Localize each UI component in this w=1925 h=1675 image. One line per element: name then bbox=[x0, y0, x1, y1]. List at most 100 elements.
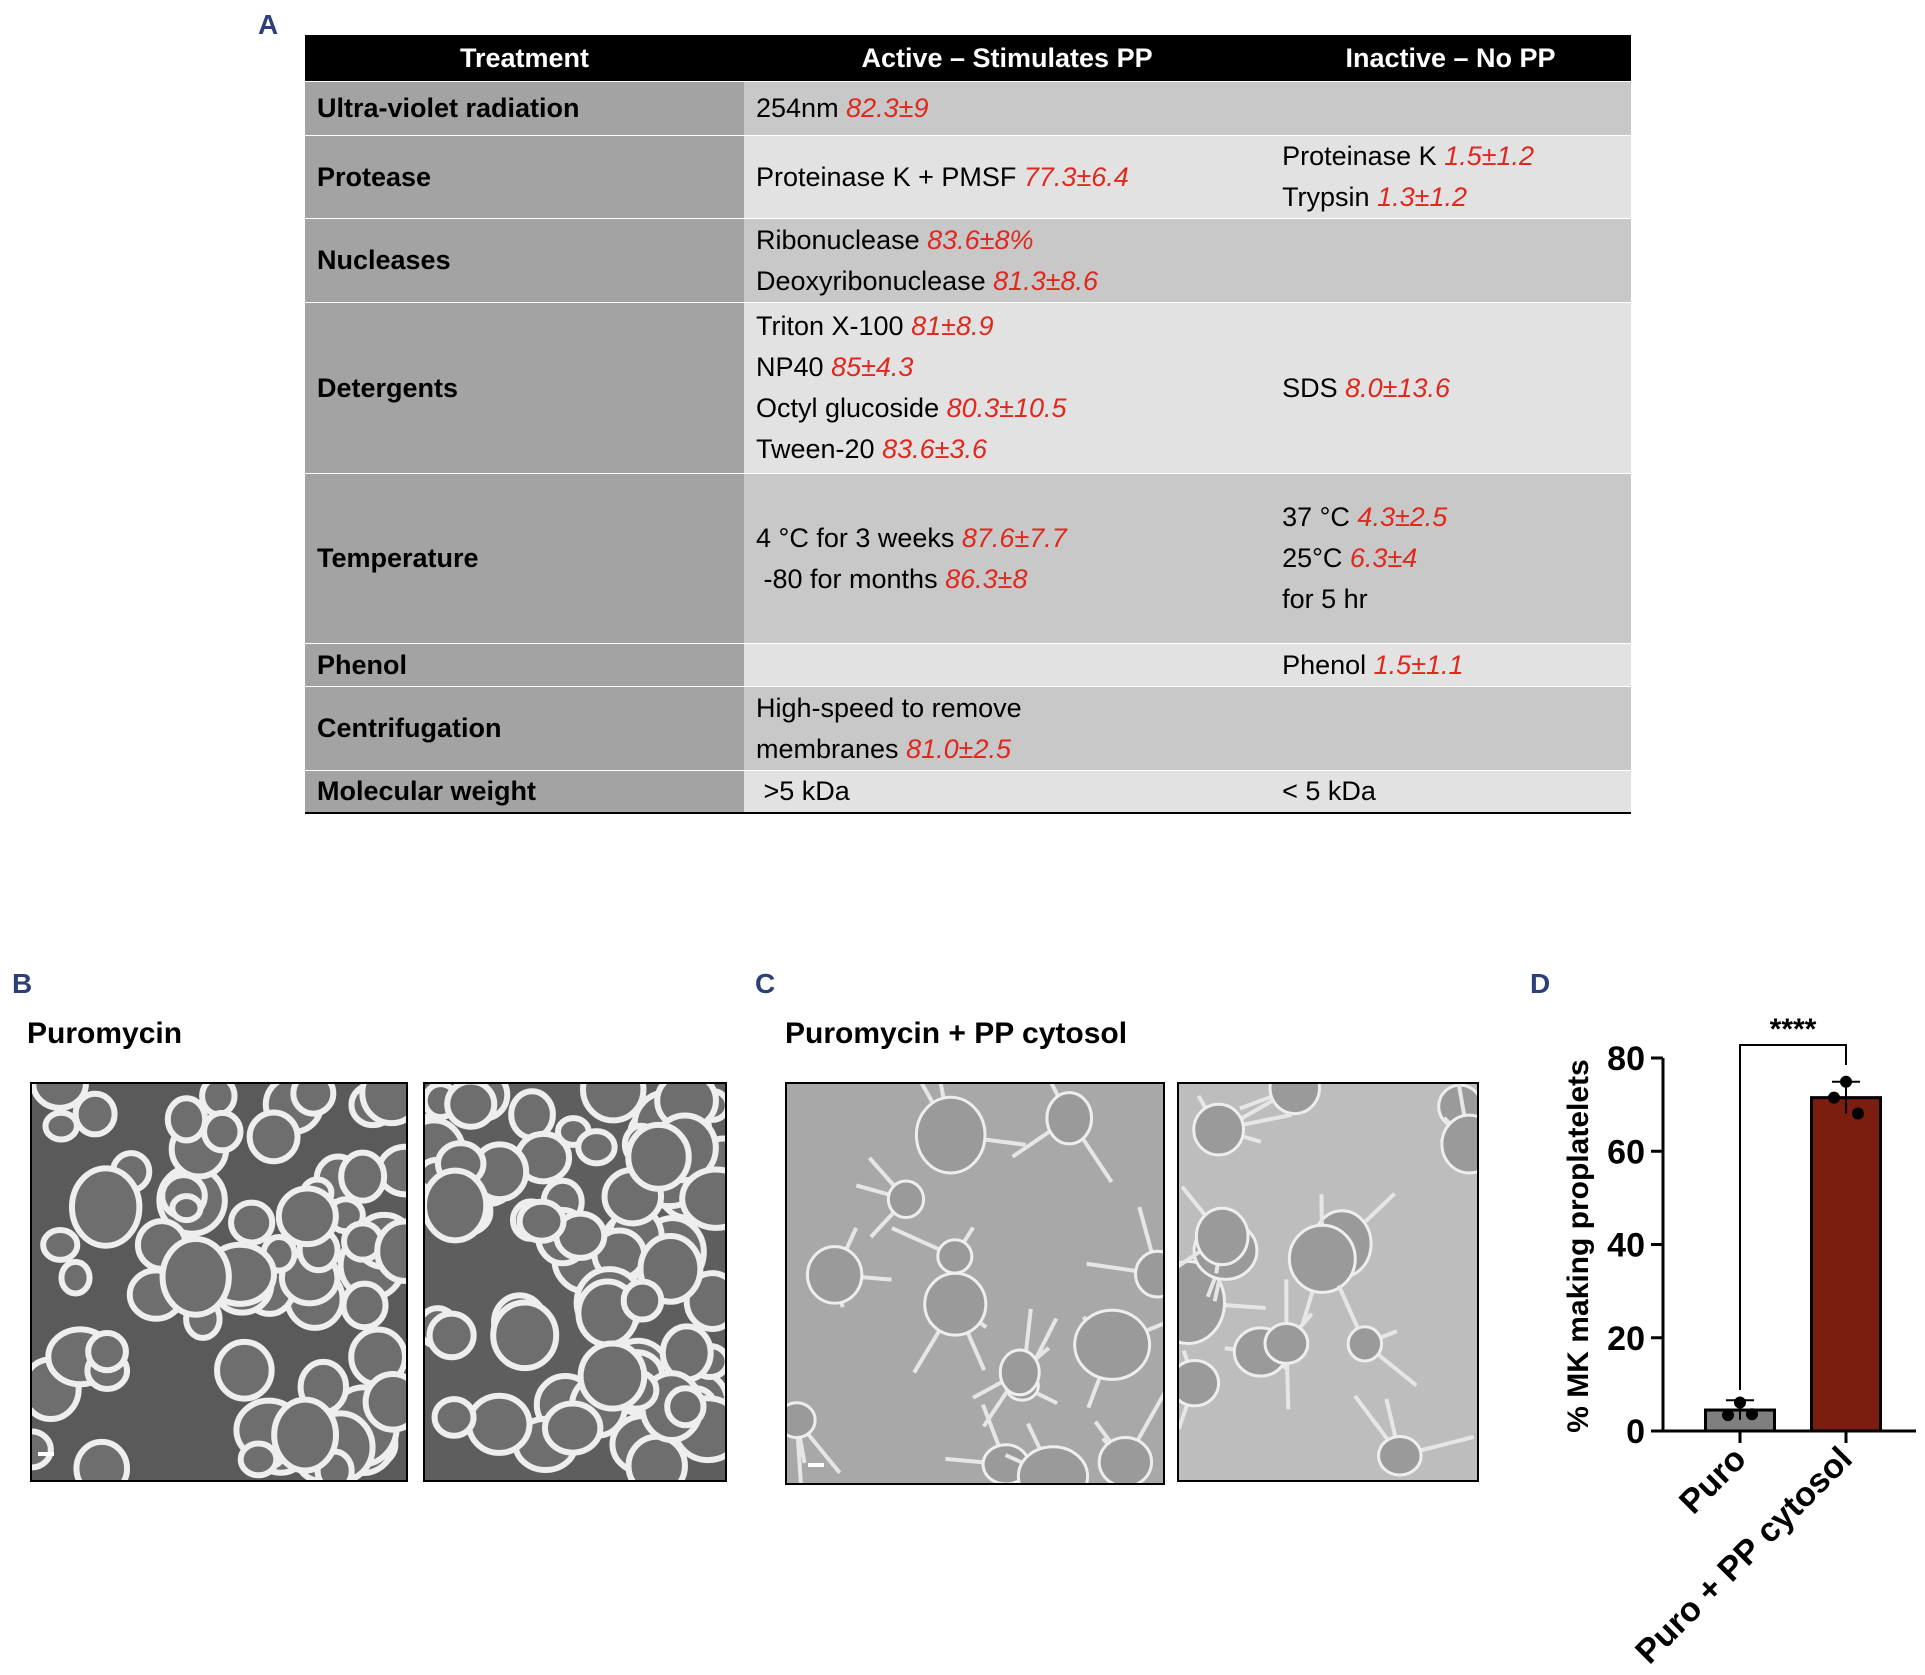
treatment-cell: Ultra-violet radiation bbox=[305, 81, 744, 136]
cell bbox=[58, 1258, 93, 1297]
treatment-cell: Protease bbox=[305, 135, 744, 219]
cell bbox=[579, 1083, 647, 1124]
cell bbox=[169, 1193, 204, 1224]
active-cell bbox=[744, 643, 1271, 687]
data-point bbox=[1852, 1107, 1864, 1120]
inactive-cell bbox=[1270, 686, 1631, 771]
result: 86.3±8 bbox=[945, 563, 1028, 594]
condition: >5 kDa bbox=[756, 776, 850, 806]
cell bbox=[338, 1149, 388, 1204]
data-point bbox=[1734, 1396, 1746, 1409]
cell-line: Triton X-100 81±8.9 bbox=[756, 306, 1270, 347]
significance-bracket bbox=[1739, 1044, 1847, 1391]
active-cell: High-speed to remove membranes 81.0±2.5 bbox=[744, 686, 1271, 771]
y-tick-label: 0 bbox=[1626, 1413, 1645, 1451]
inactive-cell: 37 °C 4.3±2.5 25°C 6.3±4 for 5 hr bbox=[1270, 473, 1631, 644]
header-cell: Active – Stimulates PP bbox=[744, 35, 1271, 82]
cell bbox=[164, 1095, 209, 1144]
condition: for 5 hr bbox=[1282, 584, 1368, 614]
micrograph bbox=[1177, 1082, 1479, 1482]
result: 4.3±2.5 bbox=[1357, 502, 1448, 532]
header-cell: Inactive – No PP bbox=[1270, 35, 1631, 82]
panel-label: D bbox=[1530, 968, 1550, 999]
inactive-cell bbox=[1270, 81, 1631, 136]
cell bbox=[936, 1238, 974, 1275]
active-cell: 254nm 82.3±9 bbox=[744, 81, 1271, 136]
result: 1.5±1.1 bbox=[1373, 649, 1464, 680]
process bbox=[1051, 1475, 1057, 1484]
cell bbox=[1045, 1091, 1094, 1146]
cell bbox=[1134, 1249, 1164, 1299]
micrograph bbox=[30, 1082, 408, 1482]
cell-line: >5 kDa bbox=[756, 771, 1270, 812]
treatment-cell: Centrifugation bbox=[305, 686, 744, 771]
cell bbox=[275, 1185, 339, 1248]
cell-line: Trypsin 1.3±1.2 bbox=[1282, 177, 1631, 218]
data-point bbox=[1828, 1091, 1840, 1104]
table-row: Molecular weight >5 kDa < 5 kDa bbox=[305, 770, 1631, 813]
y-tick-label: 60 bbox=[1607, 1133, 1645, 1171]
cells bbox=[786, 1083, 1164, 1484]
cell bbox=[1287, 1223, 1357, 1294]
cell bbox=[625, 1433, 688, 1481]
cell bbox=[85, 1329, 129, 1374]
cell-line: < 5 kDa bbox=[1282, 771, 1631, 812]
cell bbox=[73, 1438, 131, 1481]
x-tick-label: Puro bbox=[1672, 1440, 1754, 1522]
cell bbox=[577, 1340, 648, 1412]
cell bbox=[40, 1226, 81, 1263]
treatment-cell: Nucleases bbox=[305, 218, 744, 303]
active-cell: >5 kDa bbox=[744, 770, 1271, 813]
treatment-cell: Detergents bbox=[305, 302, 744, 474]
condition: < 5 kDa bbox=[1282, 776, 1376, 806]
cell bbox=[426, 1310, 477, 1361]
cell bbox=[290, 1083, 337, 1117]
treatment-cell: Molecular weight bbox=[305, 770, 744, 813]
table-row: Ultra-violet radiation 254nm 82.3±9 bbox=[305, 81, 1631, 136]
cell bbox=[68, 1165, 143, 1249]
cell-line: Deoxyribonuclease 81.3±8.6 bbox=[756, 261, 1270, 302]
cell-line: Proteinase K + PMSF 77.3±6.4 bbox=[756, 157, 1270, 198]
header-cell: Treatment bbox=[305, 35, 744, 82]
table-row: Detergents Triton X-100 81±8.9 NP40 85±4.3… bbox=[305, 302, 1631, 474]
cell bbox=[1440, 1113, 1478, 1175]
result: 87.6±7.7 bbox=[961, 522, 1067, 553]
treatment-table: Treatment Active – Stimulates PP Inactive … bbox=[305, 35, 1631, 814]
cell bbox=[42, 1109, 80, 1143]
table-row: Temperature 4 °C for 3 weeks 87.6±7.7 -80… bbox=[305, 473, 1631, 644]
cell bbox=[214, 1338, 275, 1402]
condition: Proteinase K + PMSF bbox=[756, 161, 1017, 192]
result: 83.6±8% bbox=[927, 224, 1034, 255]
result: 83.6±3.6 bbox=[882, 434, 987, 464]
result: 1.3±1.2 bbox=[1377, 182, 1467, 212]
table-row: Centrifugation High-speed to remove membra… bbox=[305, 686, 1631, 771]
cell-line: for 5 hr bbox=[1282, 579, 1631, 620]
condition: Phenol bbox=[1282, 649, 1367, 680]
active-cell: Ribonuclease 83.6±8% Deoxyribonuclease 81… bbox=[744, 218, 1271, 303]
cell bbox=[664, 1385, 707, 1429]
scale-bar bbox=[38, 1452, 54, 1456]
cell bbox=[465, 1392, 533, 1456]
inactive-cell: < 5 kDa bbox=[1270, 770, 1631, 813]
cells bbox=[424, 1083, 726, 1481]
cell-line: -80 for months 86.3±8 bbox=[756, 559, 1270, 600]
cell bbox=[516, 1198, 567, 1244]
data-point bbox=[1746, 1408, 1758, 1421]
condition: SDS bbox=[1282, 372, 1338, 403]
cell-line: Octyl glucoside 80.3±10.5 bbox=[756, 388, 1270, 429]
cells bbox=[31, 1083, 407, 1481]
cell bbox=[679, 1166, 726, 1231]
y-axis-label: % MK making proplatelets bbox=[1562, 1059, 1595, 1432]
table-row: Protease Proteinase K + PMSF 77.3±6.4 Prot… bbox=[305, 135, 1631, 219]
result: 81.3±8.6 bbox=[993, 265, 1099, 296]
photo-frame bbox=[785, 1082, 1165, 1485]
cell bbox=[237, 1440, 280, 1479]
photo-frame bbox=[423, 1082, 727, 1482]
y-tick-label: 40 bbox=[1607, 1227, 1645, 1265]
cell bbox=[72, 1090, 118, 1138]
inactive-cell: Phenol 1.5±1.1 bbox=[1270, 643, 1631, 687]
result: 85±4.3 bbox=[831, 352, 914, 382]
bar bbox=[1810, 1096, 1882, 1433]
condition: Octyl glucoside bbox=[756, 393, 940, 423]
